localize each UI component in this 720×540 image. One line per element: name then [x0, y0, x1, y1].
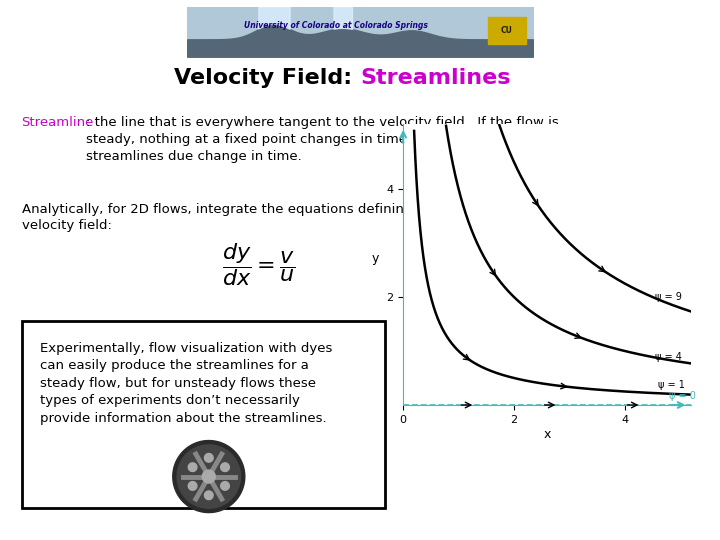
- Text: ψ = 0: ψ = 0: [669, 390, 696, 401]
- Polygon shape: [221, 482, 230, 490]
- Y-axis label: y: y: [372, 252, 379, 265]
- Text: Streamlines: Streamlines: [360, 68, 510, 89]
- Text: Analytically, for 2D flows, integrate the equations defining lines tangent to th: Analytically, for 2D flows, integrate th…: [22, 202, 548, 233]
- Text: Velocity Field:: Velocity Field:: [174, 68, 360, 89]
- Polygon shape: [188, 463, 197, 471]
- Text: ψ = 1: ψ = 1: [658, 380, 685, 390]
- Text: $\dfrac{dy}{dx} = \dfrac{v}{u}$: $\dfrac{dy}{dx} = \dfrac{v}{u}$: [222, 241, 296, 288]
- Text: CU: CU: [501, 26, 513, 35]
- Polygon shape: [202, 470, 215, 483]
- Text: : the line that is everywhere tangent to the velocity field.  If the flow is
ste: : the line that is everywhere tangent to…: [86, 116, 577, 163]
- Text: ψ = 9: ψ = 9: [655, 292, 682, 302]
- Polygon shape: [204, 454, 213, 462]
- X-axis label: x: x: [544, 428, 551, 441]
- Bar: [488, 17, 526, 44]
- Polygon shape: [188, 482, 197, 490]
- Text: Streamline: Streamline: [22, 116, 94, 129]
- Text: Experimentally, flow visualization with dyes
can easily produce the streamlines : Experimentally, flow visualization with …: [40, 342, 333, 424]
- Polygon shape: [173, 441, 245, 512]
- Polygon shape: [177, 445, 240, 508]
- Polygon shape: [204, 491, 213, 500]
- Polygon shape: [221, 463, 230, 471]
- Text: ψ = 4: ψ = 4: [655, 352, 682, 362]
- Text: University of Colorado at Colorado Springs: University of Colorado at Colorado Sprin…: [244, 22, 428, 30]
